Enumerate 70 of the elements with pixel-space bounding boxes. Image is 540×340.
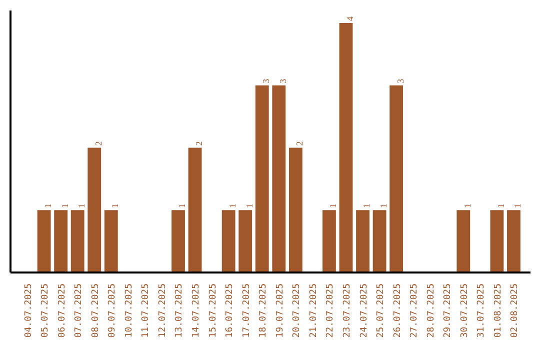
- x-tick-label: 31.07.2025: [476, 283, 487, 338]
- x-tick-label: 14.07.2025: [192, 283, 202, 338]
- x-tick-label: 07.07.2025: [74, 283, 84, 338]
- x-tick-label: 22.07.2025: [326, 283, 336, 338]
- data-label: 1: [228, 204, 238, 208]
- x-tick-label: 05.07.2025: [40, 283, 51, 338]
- bar: [507, 210, 520, 272]
- bar: [104, 210, 118, 272]
- data-label: 2: [194, 141, 204, 146]
- data-label: 1: [244, 204, 254, 208]
- bar: [372, 210, 386, 272]
- x-tick-label: 13.07.2025: [174, 283, 185, 338]
- x-tick-label: 23.07.2025: [342, 283, 352, 338]
- bar: [188, 148, 202, 272]
- x-tick-label: 27.07.2025: [410, 283, 420, 338]
- bar: [356, 210, 370, 272]
- bar: [70, 210, 84, 272]
- bar: [255, 85, 269, 272]
- x-tick-label: 21.07.2025: [308, 283, 319, 338]
- data-label: 2: [93, 141, 104, 146]
- bar: [54, 210, 68, 272]
- x-tick-label: 25.07.2025: [376, 283, 386, 338]
- x-tick-label: 08.07.2025: [90, 283, 101, 338]
- bar: [490, 210, 504, 272]
- data-label: 3: [278, 78, 288, 84]
- x-tick-label: 17.07.2025: [242, 283, 252, 338]
- x-tick-label: 18.07.2025: [258, 283, 269, 338]
- x-tick-label: 19.07.2025: [275, 283, 286, 338]
- x-tick-label: 12.07.2025: [158, 283, 168, 338]
- bar: [456, 210, 470, 272]
- data-label: 1: [378, 204, 389, 208]
- data-label: 1: [462, 204, 472, 208]
- data-label: 1: [60, 204, 70, 208]
- data-label: 1: [110, 204, 120, 208]
- data-label: 3: [261, 78, 272, 84]
- x-tick-label: 15.07.2025: [208, 283, 218, 338]
- x-tick-label: 24.07.2025: [359, 283, 370, 338]
- bar: [238, 210, 252, 272]
- data-label: 1: [177, 204, 188, 208]
- x-tick-label: 16.07.2025: [225, 283, 236, 338]
- bar: [88, 148, 102, 272]
- bar: [390, 85, 404, 272]
- x-tick-label: 28.07.2025: [426, 283, 436, 338]
- bar: [322, 210, 336, 272]
- bar: [37, 210, 51, 272]
- data-label: 1: [362, 204, 372, 208]
- bar: [222, 210, 236, 272]
- bar: [272, 85, 286, 272]
- x-tick-label: 06.07.2025: [57, 283, 68, 338]
- x-tick-label: 29.07.2025: [443, 283, 454, 338]
- data-label: 1: [496, 204, 506, 208]
- x-tick-label: 09.07.2025: [108, 283, 118, 338]
- bar: [288, 148, 302, 272]
- data-label: 2: [294, 141, 305, 146]
- data-label: 4: [344, 16, 355, 21]
- bar: [172, 210, 185, 272]
- x-tick-label: 11.07.2025: [141, 283, 152, 338]
- bar: [339, 22, 353, 272]
- data-label: 1: [43, 204, 54, 208]
- x-tick-label: 01.08.2025: [493, 283, 504, 338]
- x-tick-label: 10.07.2025: [124, 283, 134, 338]
- data-label: 1: [512, 204, 523, 208]
- data-label: 1: [328, 204, 338, 208]
- x-tick-label: 30.07.2025: [460, 283, 470, 338]
- x-tick-label: 20.07.2025: [292, 283, 302, 338]
- x-tick-label: 26.07.2025: [392, 283, 403, 338]
- x-tick-label: 04.07.2025: [24, 283, 34, 338]
- data-label: 1: [76, 204, 87, 208]
- data-label: 3: [395, 78, 406, 84]
- x-tick-label: 02.08.2025: [510, 283, 520, 338]
